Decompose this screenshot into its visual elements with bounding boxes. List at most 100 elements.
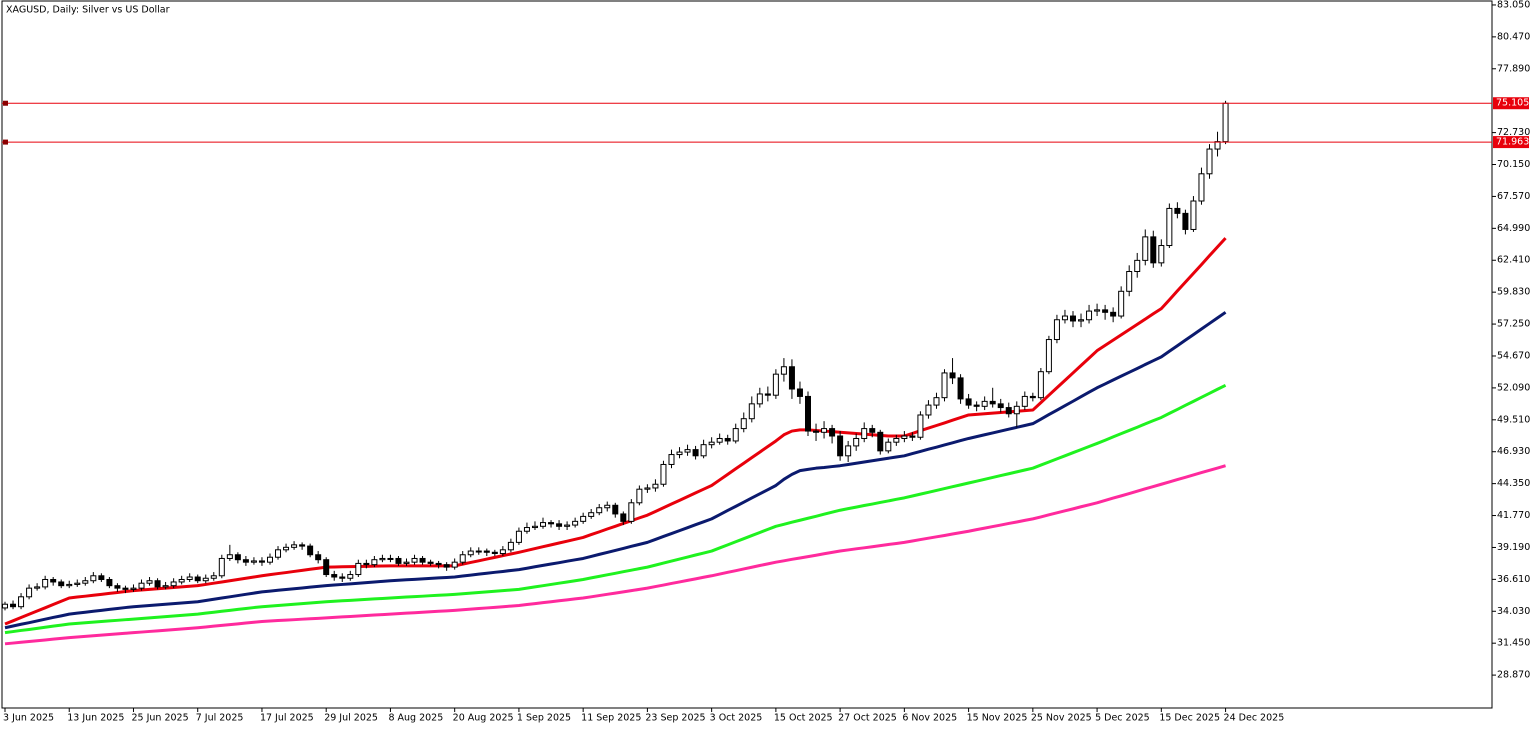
candle-body bbox=[636, 488, 643, 504]
candle-body bbox=[226, 554, 233, 559]
candle-body bbox=[403, 561, 410, 564]
candle-body bbox=[1134, 259, 1141, 273]
candle-body bbox=[475, 550, 482, 553]
candle-body bbox=[114, 585, 121, 589]
x-tick-label: 3 Oct 2025 bbox=[710, 713, 763, 724]
y-tick-label: 64.990 bbox=[1497, 223, 1530, 234]
candle-body bbox=[1158, 245, 1165, 264]
x-tick-label: 24 Dec 2025 bbox=[1224, 713, 1285, 724]
candle-body bbox=[997, 403, 1004, 409]
y-tick-label: 52.090 bbox=[1497, 382, 1530, 393]
candle-body bbox=[170, 581, 177, 587]
price-level-tag bbox=[1493, 97, 1529, 110]
candle-body bbox=[250, 560, 257, 563]
candle-body bbox=[331, 574, 338, 578]
candle-body bbox=[379, 557, 386, 561]
candle-body bbox=[885, 441, 892, 452]
candle-body bbox=[989, 400, 996, 405]
candle-body bbox=[58, 581, 65, 587]
candle-body bbox=[748, 403, 755, 420]
candle-body bbox=[1142, 236, 1149, 261]
candle-body bbox=[1214, 141, 1221, 150]
x-tick-label: 17 Jul 2025 bbox=[260, 713, 314, 724]
candle-body bbox=[684, 449, 691, 453]
candle-body bbox=[941, 372, 948, 399]
candle-body bbox=[1069, 315, 1076, 322]
candle-body bbox=[660, 463, 667, 485]
candle-body bbox=[893, 437, 900, 443]
candle-body bbox=[355, 562, 362, 576]
candle-body bbox=[861, 428, 868, 439]
y-tick-label: 54.670 bbox=[1497, 350, 1530, 361]
y-tick-label: 70.150 bbox=[1497, 159, 1530, 170]
candle-body bbox=[564, 524, 571, 527]
candle-body bbox=[307, 545, 314, 556]
candle-body bbox=[42, 578, 49, 588]
x-tick-label: 27 Oct 2025 bbox=[838, 713, 897, 724]
candle-body bbox=[845, 445, 852, 457]
candle-body bbox=[740, 418, 747, 430]
y-tick-label: 44.350 bbox=[1497, 478, 1530, 489]
y-tick-label: 36.610 bbox=[1497, 574, 1530, 585]
candle-body bbox=[18, 596, 25, 608]
candle-body bbox=[531, 525, 538, 529]
candle-body bbox=[74, 582, 81, 585]
x-tick-label: 5 Dec 2025 bbox=[1095, 713, 1150, 724]
candle-body bbox=[483, 550, 490, 553]
candle-body bbox=[1166, 207, 1173, 247]
candle-body bbox=[813, 430, 820, 433]
candle-body bbox=[283, 546, 290, 551]
candle-body bbox=[515, 530, 522, 543]
candle-body bbox=[130, 587, 137, 590]
candle-body bbox=[692, 449, 699, 457]
candle-body bbox=[1198, 173, 1205, 202]
candle-body bbox=[788, 366, 795, 390]
candle-body bbox=[106, 578, 113, 587]
y-tick-label: 28.870 bbox=[1497, 670, 1530, 681]
candle-body bbox=[387, 557, 394, 560]
candle-body bbox=[732, 428, 739, 442]
candle-body bbox=[1190, 200, 1197, 230]
moving-average-line bbox=[4, 237, 1227, 626]
candle-body bbox=[339, 576, 346, 579]
candle-body bbox=[363, 562, 370, 566]
candle-body bbox=[98, 575, 105, 580]
candle-body bbox=[194, 576, 201, 582]
candle-body bbox=[1086, 310, 1093, 321]
y-tick-label: 77.890 bbox=[1497, 63, 1530, 74]
x-tick-label: 6 Nov 2025 bbox=[902, 713, 957, 724]
candle-body bbox=[323, 559, 330, 576]
candle-body bbox=[1078, 319, 1085, 322]
candle-body bbox=[258, 560, 265, 563]
y-tick-label: 46.930 bbox=[1497, 446, 1530, 457]
y-tick-label: 39.190 bbox=[1497, 542, 1530, 553]
candle-body bbox=[580, 515, 587, 522]
candle-body bbox=[122, 587, 129, 590]
candle-body bbox=[901, 435, 908, 439]
candle-body bbox=[491, 551, 498, 555]
candle-body bbox=[523, 527, 530, 532]
candle-body bbox=[796, 388, 803, 397]
candle-body bbox=[1045, 339, 1052, 373]
candle-body bbox=[507, 541, 514, 551]
price-level-handle bbox=[3, 100, 8, 106]
candle-body bbox=[829, 428, 836, 437]
candle-body bbox=[724, 437, 731, 442]
y-tick-label: 34.030 bbox=[1497, 606, 1530, 617]
y-tick-label: 83.050 bbox=[1497, 0, 1530, 10]
candle-body bbox=[291, 544, 298, 548]
candle-body bbox=[708, 441, 715, 446]
candle-body bbox=[419, 557, 426, 563]
y-tick-label: 31.450 bbox=[1497, 638, 1530, 649]
candle-body bbox=[604, 504, 611, 509]
x-tick-label: 1 Sep 2025 bbox=[517, 713, 571, 724]
y-tick-label: 59.830 bbox=[1497, 287, 1530, 298]
y-tick-label: 62.410 bbox=[1497, 255, 1530, 266]
candle-body bbox=[933, 397, 940, 406]
candle-body bbox=[266, 556, 273, 563]
candle-body bbox=[700, 444, 707, 457]
candle-body bbox=[716, 437, 723, 443]
candle-body bbox=[925, 404, 932, 416]
price-level-label: 71.963 bbox=[1496, 137, 1529, 148]
